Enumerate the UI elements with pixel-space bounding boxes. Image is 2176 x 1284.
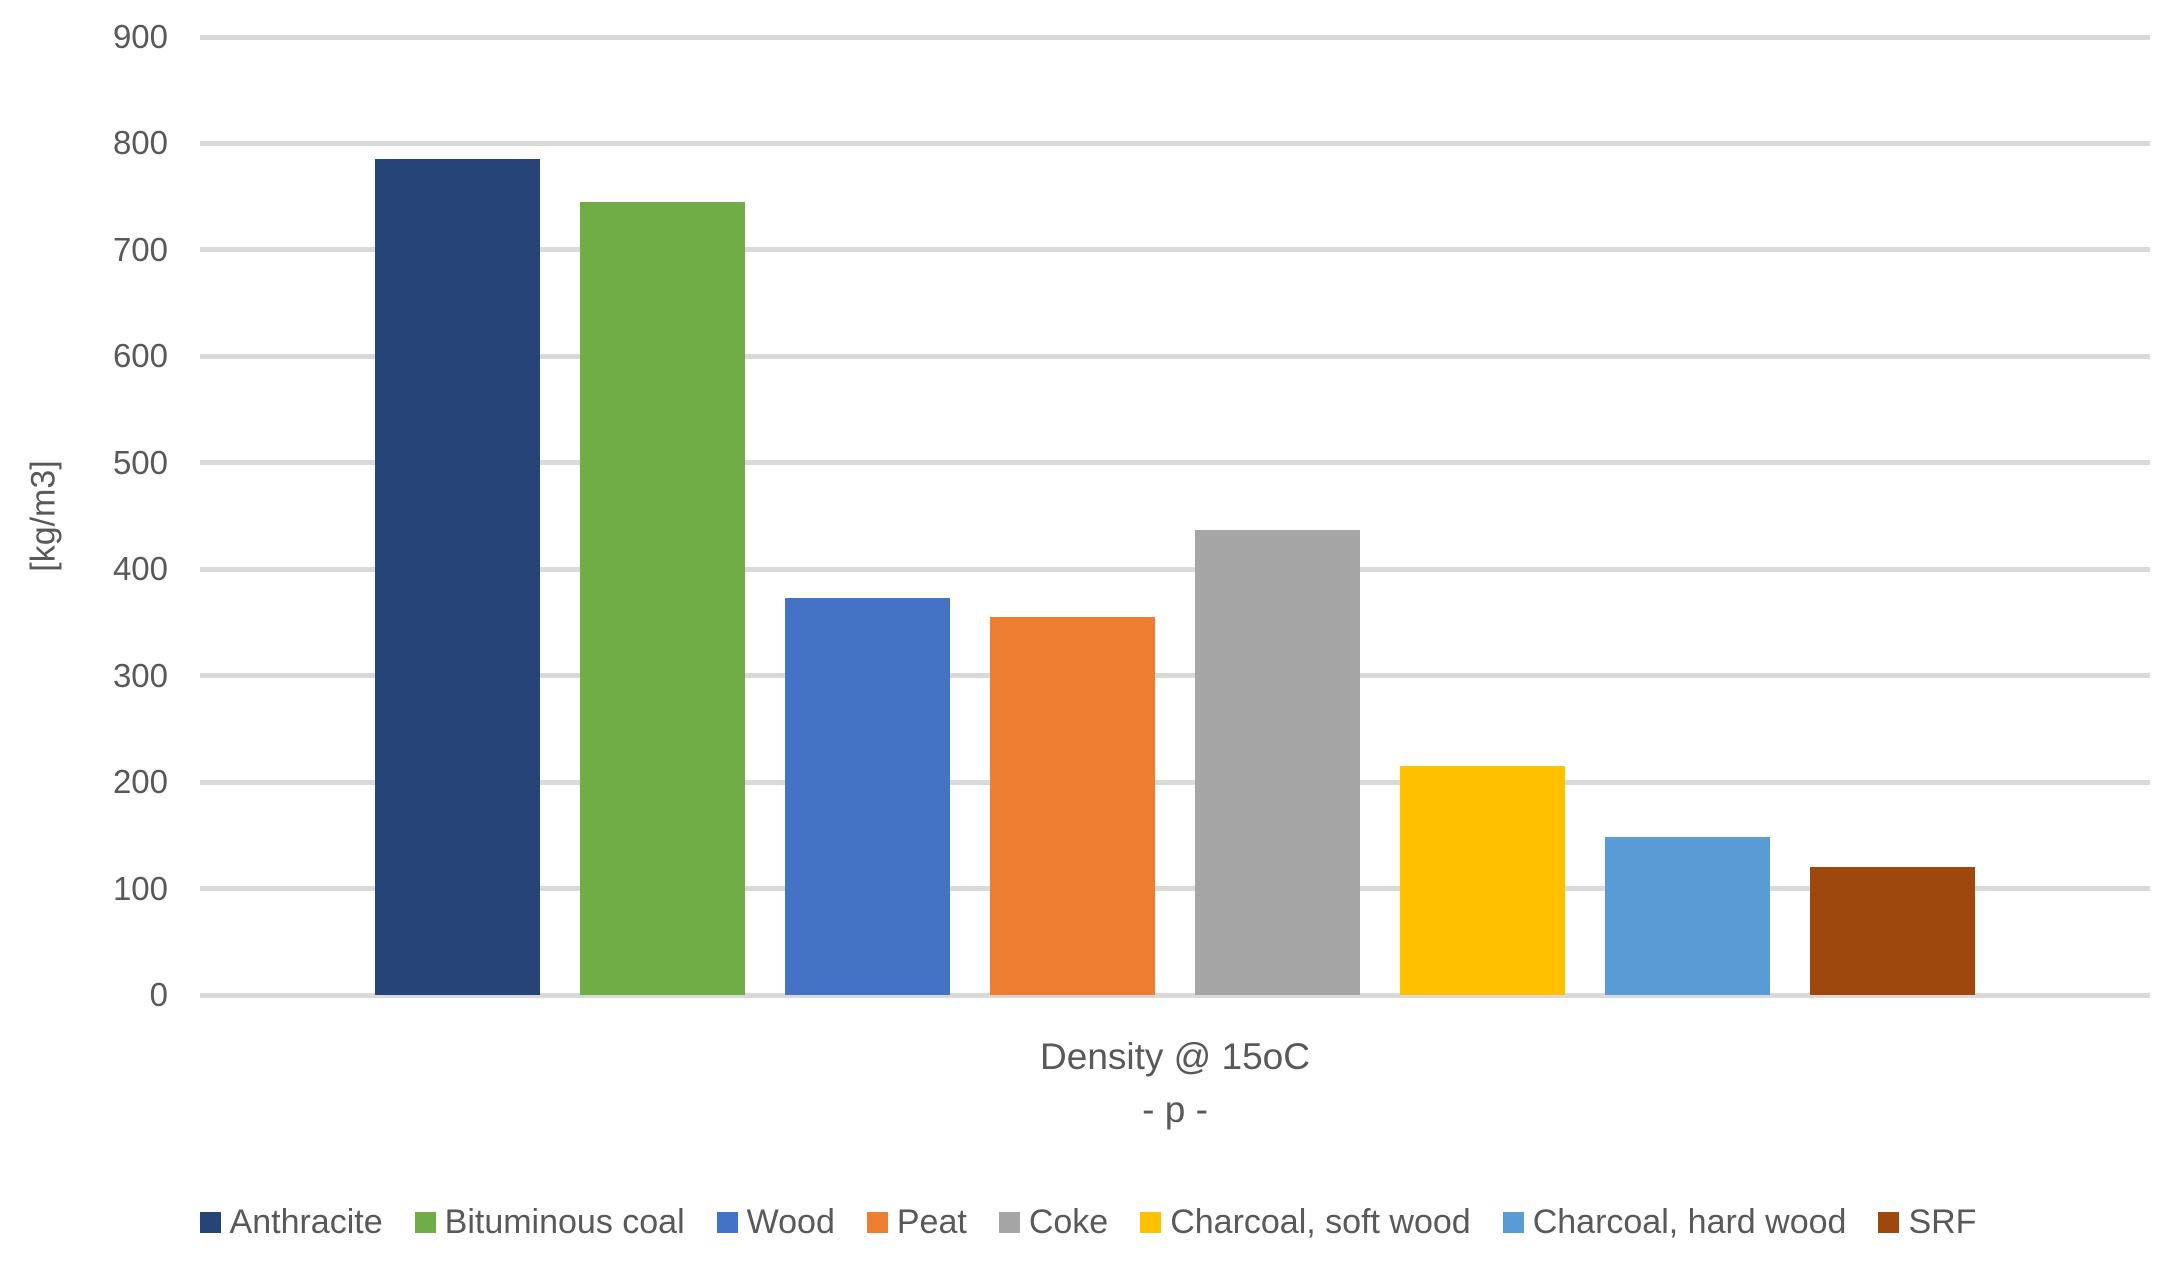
bar-srf xyxy=(1810,867,1975,995)
legend-label-wood: Wood xyxy=(746,1203,835,1241)
y-tick-label-100: 100 xyxy=(112,869,168,907)
legend-item-anthracite: Anthracite xyxy=(199,1203,383,1242)
y-tick-label-0: 0 xyxy=(149,976,168,1013)
legend-swatch-charcoal-soft-wood xyxy=(1140,1212,1162,1233)
legend-swatch-wood xyxy=(716,1212,738,1233)
bars-group xyxy=(375,37,1975,995)
legend-swatch-bituminous-coal xyxy=(414,1212,436,1233)
gridline-700 xyxy=(200,247,2150,253)
legend-item-srf: SRF xyxy=(1878,1203,1976,1242)
legend-label-peat: Peat xyxy=(896,1203,967,1241)
legend-label-charcoal-soft-wood: Charcoal, soft wood xyxy=(1170,1203,1471,1241)
legend-item-peat: Peat xyxy=(866,1203,967,1242)
gridline-300 xyxy=(200,673,2150,679)
legend-label-bituminous-coal: Bituminous coal xyxy=(444,1203,685,1241)
gridline-100 xyxy=(200,886,2150,892)
bar-wood xyxy=(785,597,950,995)
legend-swatch-anthracite xyxy=(199,1212,221,1233)
gridline-200 xyxy=(200,779,2150,785)
gridline-900 xyxy=(200,34,2150,40)
bar-peat xyxy=(990,617,1155,995)
bar-bituminous-coal xyxy=(580,202,745,995)
legend-swatch-charcoal-hard-wood xyxy=(1502,1212,1524,1233)
legend-swatch-peat xyxy=(866,1212,888,1233)
y-tick-label-800: 800 xyxy=(112,124,168,162)
legend-label-charcoal-hard-wood: Charcoal, hard wood xyxy=(1532,1203,1847,1241)
legend-item-wood: Wood xyxy=(716,1203,835,1242)
gridline-800 xyxy=(200,140,2150,146)
legend-item-coke: Coke xyxy=(998,1203,1109,1242)
y-tick-label-600: 600 xyxy=(112,337,168,375)
x-axis-title-line2: - p - xyxy=(1142,1089,1208,1130)
legend-item-charcoal-hard-wood: Charcoal, hard wood xyxy=(1502,1203,1847,1242)
y-tick-label-900: 900 xyxy=(112,18,168,55)
y-tick-label-500: 500 xyxy=(112,443,168,481)
gridline-0 xyxy=(200,992,2150,998)
legend-label-coke: Coke xyxy=(1028,1203,1109,1241)
legend-label-srf: SRF xyxy=(1908,1203,1977,1241)
plot-area xyxy=(200,34,2150,998)
y-tick-label-700: 700 xyxy=(112,230,168,268)
legend-swatch-srf xyxy=(1878,1212,1900,1233)
legend: Anthracite Bituminous coal Wood Peat Coke Cha… xyxy=(0,1203,2176,1242)
x-axis-title-line1: Density @ 15oC xyxy=(1040,1036,1310,1077)
y-tick-label-200: 200 xyxy=(112,763,168,801)
gridline-400 xyxy=(200,566,2150,572)
x-axis-title: Density @ 15oC - p - xyxy=(200,1030,2150,1136)
bar-coke xyxy=(1195,529,1360,995)
y-tick-label-300: 300 xyxy=(112,656,168,694)
legend-label-anthracite: Anthracite xyxy=(229,1203,383,1241)
bar-charcoal-hard-wood xyxy=(1605,837,1770,995)
legend-item-bituminous-coal: Bituminous coal xyxy=(414,1203,685,1242)
gridline-600 xyxy=(200,353,2150,359)
legend-swatch-coke xyxy=(998,1212,1020,1233)
gridline-500 xyxy=(200,460,2150,466)
bar-charcoal-soft-wood xyxy=(1400,766,1565,995)
legend-item-charcoal-soft-wood: Charcoal, soft wood xyxy=(1140,1203,1471,1242)
y-tick-label-400: 400 xyxy=(112,550,168,588)
bar-anthracite xyxy=(375,159,540,995)
